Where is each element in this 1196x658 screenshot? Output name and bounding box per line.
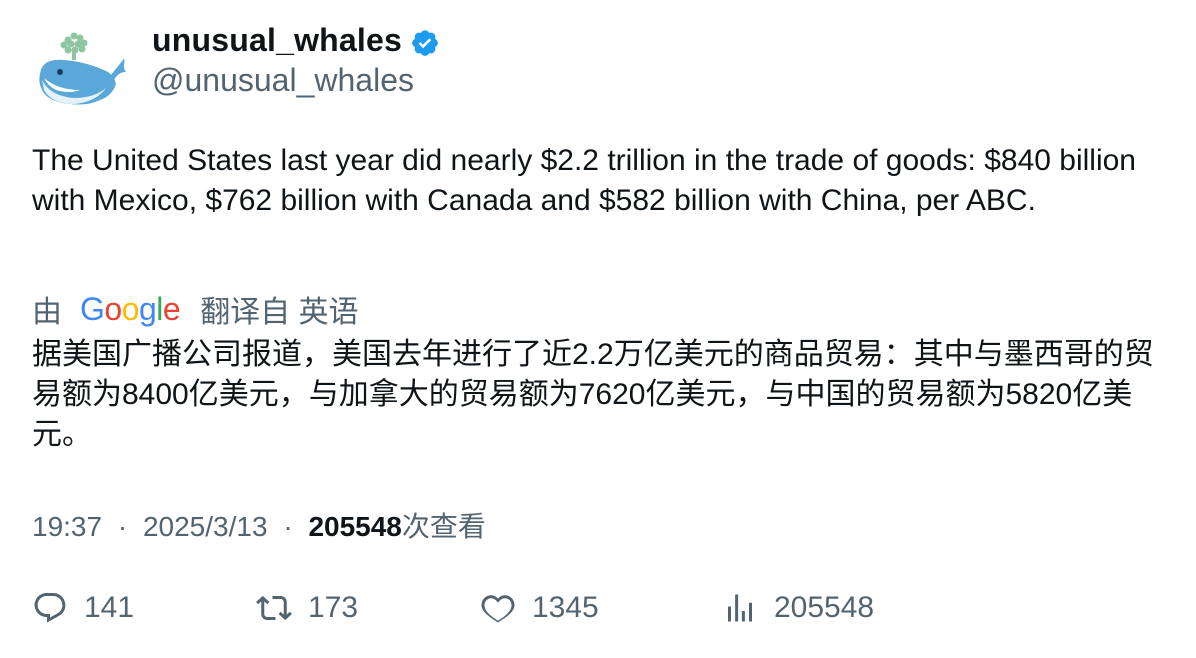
views-button[interactable]: 205548: [722, 590, 874, 626]
tweet-date[interactable]: 2025/3/13: [142, 511, 268, 542]
analytics-icon: [728, 594, 752, 622]
tweet-text: The United States last year did nearly $…: [32, 144, 1136, 217]
separator: ·: [117, 511, 128, 542]
action-bar: 141 173 1345 205548: [32, 590, 1162, 634]
verified-badge-icon: [412, 29, 438, 56]
translated-text: 据美国广播公司报道，美国去年进行了近2.2万亿美元的商品贸易：其中与墨西哥的贸易…: [32, 338, 1154, 451]
like-count: 1345: [532, 591, 599, 624]
tweet-time[interactable]: 19:37: [32, 511, 103, 542]
separator: ·: [283, 511, 293, 542]
translated-from-label[interactable]: 翻译自 英语: [200, 296, 359, 329]
views-label: 次查看: [401, 511, 486, 542]
retweet-icon: [256, 595, 292, 621]
like-button[interactable]: 1345: [480, 590, 599, 626]
tweet-meta: 19:37 · 2025/3/13 · 205548次查看: [32, 505, 486, 545]
translated-by-label: 由: [32, 296, 62, 329]
reply-button[interactable]: 141: [32, 590, 134, 626]
author-display-name[interactable]: unusual_whales: [152, 22, 402, 58]
avatar[interactable]: [30, 24, 126, 120]
author-handle[interactable]: @unusual_whales: [152, 62, 414, 98]
retweet-button[interactable]: 173: [256, 590, 358, 626]
heart-icon: [481, 595, 515, 623]
reply-icon: [34, 593, 66, 623]
reply-count: 141: [84, 591, 135, 624]
views-count: 205548: [308, 511, 402, 542]
retweet-count: 173: [308, 591, 359, 624]
whale-logo-icon: [30, 24, 126, 120]
views-action-count: 205548: [774, 591, 875, 624]
